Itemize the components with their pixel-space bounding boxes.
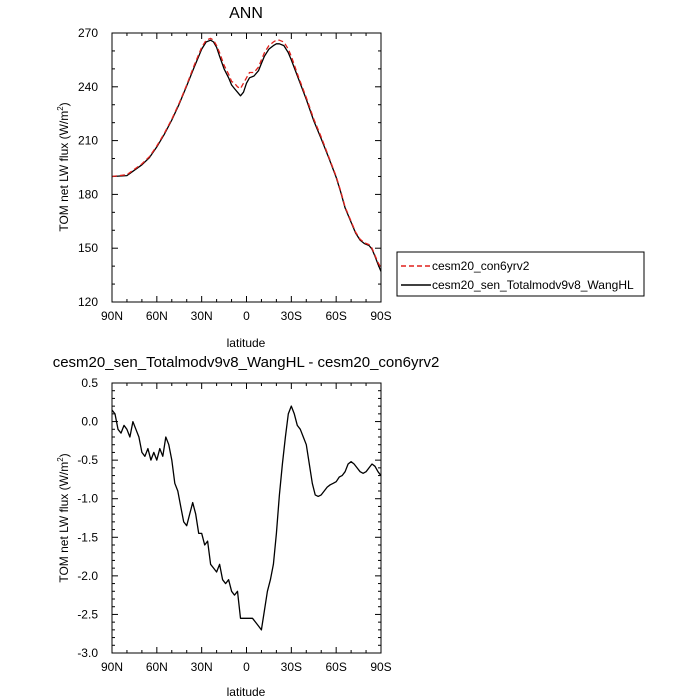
top-ytick-label: 120 <box>78 295 98 309</box>
bottom-xtick-label: 30N <box>191 660 213 674</box>
top-tick-marks <box>111 32 382 303</box>
bottom-tick-labels: 90N 60N 30N 0 30S 60S 90S 0.5 0.0 -0.5 -1.0 -1.5 -2.… <box>77 376 391 674</box>
bottom-ytick-label: -0.5 <box>77 453 98 467</box>
top-tick-labels: 90N 60N 30N 0 30S 60S 90S 120 150 180 210 240 270 <box>78 26 392 323</box>
bottom-series-line-0 <box>111 405 382 631</box>
top-xtick-label: 60N <box>146 309 168 323</box>
top-ytick-label: 270 <box>78 26 98 40</box>
top-xtick-label: 0 <box>243 309 250 323</box>
bottom-x-axis-label: latitude <box>227 685 266 699</box>
bottom-plot-frame <box>111 382 382 654</box>
top-xtick-label: 30S <box>281 309 302 323</box>
top-ytick-label: 240 <box>78 80 98 94</box>
legend: cesm20_con6yrv2 cesm20_sen_Totalmodv9v8_… <box>396 251 645 297</box>
bottom-xtick-label: 90S <box>370 660 391 674</box>
bottom-tick-marks <box>111 382 382 654</box>
top-y-axis-label: TOM net LW flux (W/m2) <box>56 102 71 231</box>
bottom-chart-title: cesm20_sen_Totalmodv9v8_WangHL - cesm20_… <box>53 354 440 371</box>
top-panel: ANN 90N 60N 30N 0 30S 60S 90S 120 150 180 210 240 27… <box>56 5 392 350</box>
top-ytick-label: 150 <box>78 241 98 255</box>
bottom-xtick-label: 60S <box>325 660 346 674</box>
top-series-line-1 <box>111 39 382 272</box>
top-series-line-0 <box>111 37 382 269</box>
bottom-ytick-label: -3.0 <box>77 646 98 660</box>
bottom-xtick-label: 30S <box>281 660 302 674</box>
bottom-ytick-label: -1.5 <box>77 530 98 544</box>
bottom-ytick-label: -2.0 <box>77 569 98 583</box>
top-ytick-label: 180 <box>78 187 98 201</box>
bottom-ytick-label: -2.5 <box>77 607 98 621</box>
legend-box <box>396 251 645 297</box>
top-series-lines <box>111 37 382 272</box>
bottom-xtick-label: 60N <box>146 660 168 674</box>
bottom-ytick-label: 0.0 <box>81 415 98 429</box>
bottom-panel: cesm20_sen_Totalmodv9v8_WangHL - cesm20_… <box>53 354 440 699</box>
top-ytick-label: 210 <box>78 134 98 148</box>
top-xtick-label: 90S <box>370 309 391 323</box>
top-plot-frame <box>111 32 382 303</box>
bottom-xtick-label: 90N <box>101 660 123 674</box>
top-xtick-label: 60S <box>325 309 346 323</box>
top-x-axis-label: latitude <box>227 336 266 350</box>
legend-label-control: cesm20_con6yrv2 <box>432 259 530 273</box>
legend-label-sensitivity: cesm20_sen_Totalmodv9v8_WangHL <box>432 278 634 292</box>
bottom-y-axis-label: TOM net LW flux (W/m2) <box>56 453 71 582</box>
bottom-series-lines <box>111 405 382 631</box>
top-xtick-label: 90N <box>101 309 123 323</box>
top-xtick-label: 30N <box>191 309 213 323</box>
top-chart-title: ANN <box>229 5 263 22</box>
bottom-ytick-label: -1.0 <box>77 492 98 506</box>
bottom-xtick-label: 0 <box>243 660 250 674</box>
bottom-ytick-label: 0.5 <box>81 376 98 390</box>
